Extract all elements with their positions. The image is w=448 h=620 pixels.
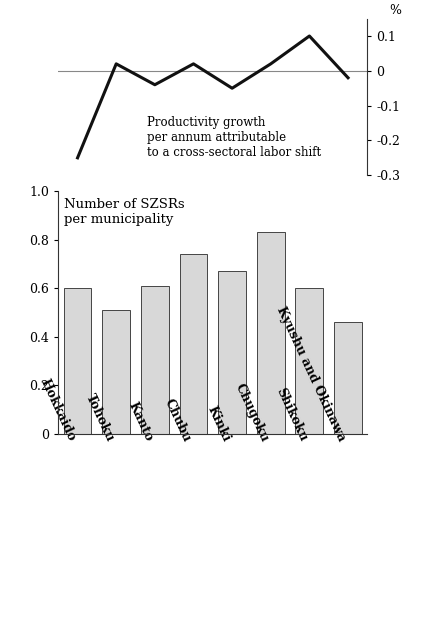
Bar (64, 288, 91, 434)
Bar (141, 286, 169, 434)
Bar (257, 232, 284, 434)
Bar (102, 310, 130, 434)
Bar (334, 322, 362, 434)
Text: Productivity growth
per annum attributable
to a cross-sectoral labor shift: Productivity growth per annum attributab… (147, 116, 321, 159)
Bar (296, 288, 323, 434)
Bar (218, 272, 246, 434)
Text: %: % (389, 4, 401, 17)
Bar (180, 254, 207, 434)
Text: Number of SZSRs
per municipality: Number of SZSRs per municipality (65, 198, 185, 226)
